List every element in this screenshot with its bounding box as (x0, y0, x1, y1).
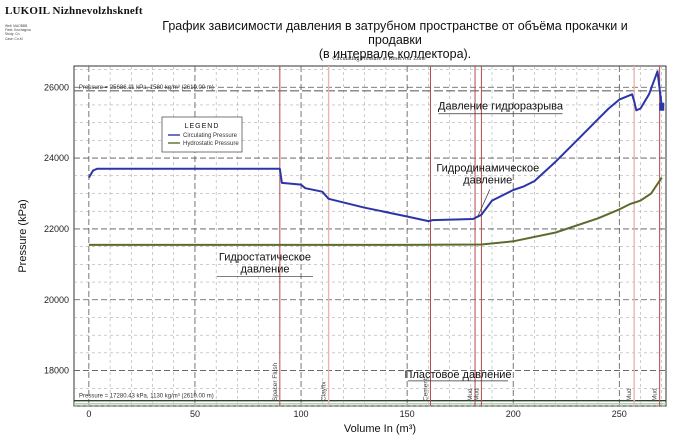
y-tick-label: 24000 (44, 153, 69, 163)
chart-title: График зависимости давления в затрубном … (160, 19, 630, 61)
annotation-label: давление (240, 263, 289, 275)
chart-title-line-1: График зависимости давления в затрубном … (162, 19, 628, 47)
annotation-label: давление (463, 175, 512, 187)
legend: LEGEND Circulating Pressure Hydrostatic Pr… (161, 116, 243, 153)
event-marker-label: Clayfix (321, 381, 328, 401)
legend-title: LEGEND (185, 123, 220, 130)
event-marker-label: Cement (422, 378, 429, 401)
y-tick-label: 26000 (44, 82, 69, 92)
event-marker-label: Mud (652, 388, 659, 401)
y-tick-label: 18000 (44, 366, 69, 376)
meta-line: Study: Cn (5, 32, 20, 37)
chart-subtitle: Circulating Pressure at Reservoir Zone (332, 56, 426, 62)
y-tick-label: 22000 (44, 224, 69, 234)
series-end-marker (659, 102, 665, 111)
meta-line: Field: Korchagina (5, 28, 31, 33)
annotation-label: Гидростатическое (219, 251, 311, 263)
meta-line: Case: Cn-Ki (5, 36, 23, 41)
annotation-label: Пластовое давление (405, 369, 512, 381)
x-tick-label: 50 (190, 409, 200, 419)
event-marker-label: Mud (473, 388, 480, 401)
x-tick-label: 250 (612, 409, 627, 419)
x-tick-label: 0 (86, 409, 91, 419)
report-meta: Well: MAOBBB Field: Korchagina Study: Cn… (5, 24, 31, 41)
circulating-pressure-line (88, 70, 663, 223)
x-tick-label: 200 (506, 409, 521, 419)
event-marker-label: Mud (467, 388, 474, 401)
reference-line-label: Pressure = 25686.11 kPa, 1580 kg/m³ (261… (79, 85, 214, 91)
company-logo: LUKOIL Nizhnevolzhskneft (5, 5, 143, 17)
annotation-label: Давление гидроразрыва (438, 101, 564, 113)
reference-line-label: Pressure = 17280.43 kPa, 1130 kg/m³ (261… (79, 394, 214, 400)
y-tick-label: 20000 (44, 295, 69, 305)
event-marker-label: Spacer Flush (272, 362, 279, 401)
x-axis-label: Volume In (m³) (344, 423, 416, 435)
chart-title-line-2: (в интервале коллектора). (318, 47, 472, 61)
event-marker-label: Mud (626, 388, 633, 401)
x-tick-label: 150 (400, 409, 415, 419)
x-tick-label: 100 (294, 409, 309, 419)
meta-line: Well: MAOBBB (5, 24, 28, 28)
y-axis-label: Pressure (kPa) (17, 199, 29, 272)
legend-item-label: Hydrostatic Pressure (183, 141, 239, 147)
legend-item-label: Circulating Pressure (183, 133, 238, 139)
annotation-label: Гидродинамическое (436, 163, 539, 175)
hydrostatic-pressure-line (88, 177, 663, 246)
annotation-leader (477, 189, 491, 217)
